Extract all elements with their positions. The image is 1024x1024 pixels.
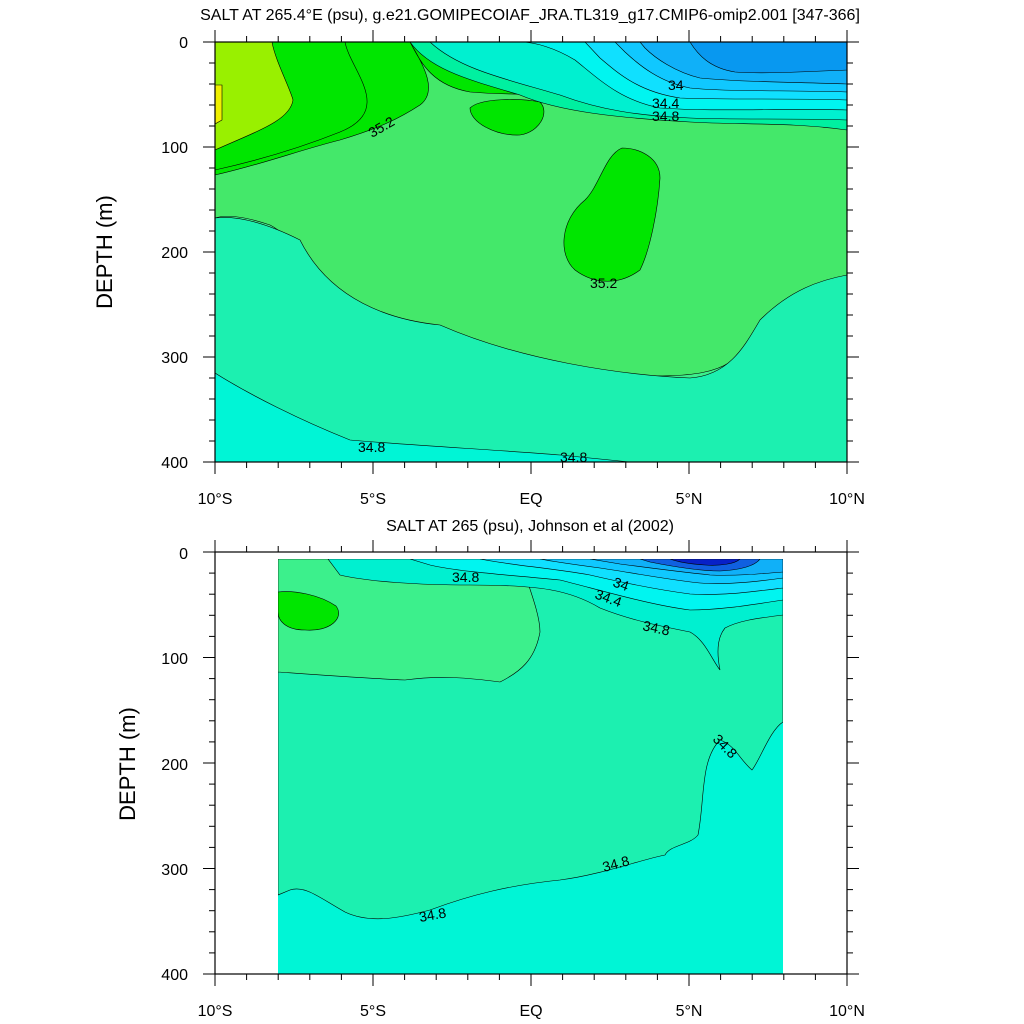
x-tick-labels: 10°S 5°S EQ 5°N 10°N [198,491,865,508]
contour-label: 34.8 [601,852,632,875]
contour-label: 34.8 [652,108,679,124]
axis-ticks [203,540,859,986]
x-tick-labels: 10°S 5°S EQ 5°N 10°N [198,1003,865,1020]
field-33.6 [669,559,741,566]
panel-observations: SALT AT 265 (psu), Johnson et al (2002) … [115,518,865,1020]
contour-label: 34.4 [652,95,679,111]
y-tick-label: 0 [179,35,188,52]
x-tick-label: 10°N [829,491,865,508]
panel-title: SALT AT 265.4°E (psu), g.e21.GOMIPECOIAF… [200,7,860,24]
contour-field [278,559,783,974]
axis-ticks [203,30,859,474]
y-tick-labels: 0 100 200 300 400 [161,546,188,984]
field-35.6 [215,84,223,125]
x-tick-label: EQ [519,491,542,508]
field-below-34.8 [215,372,631,462]
contour-label: 34.8 [452,569,479,585]
contour-field [215,42,847,462]
field-33.8 [689,42,847,74]
contour-label: 35.2 [590,275,617,291]
x-tick-label: 10°N [829,1003,865,1020]
y-tick-label: 0 [179,546,188,563]
contour-label: 34.8 [358,439,385,455]
x-tick-label: 5°S [360,1003,386,1020]
y-tick-label: 400 [161,967,188,984]
field-34.9 [278,559,541,683]
y-axis-label: DEPTH (m) [115,707,140,821]
field-35.4 [215,42,294,151]
y-tick-label: 100 [161,651,188,668]
x-tick-label: 5°N [676,1003,703,1020]
y-tick-label: 200 [161,757,188,774]
y-tick-label: 100 [161,140,188,157]
panel-model: SALT AT 265.4°E (psu), g.e21.GOMIPECOIAF… [92,7,865,508]
y-tick-label: 400 [161,455,188,472]
field-35.2-patch-1 [469,99,545,136]
field-35.0 [278,591,339,631]
y-tick-labels: 0 100 200 300 400 [161,35,188,472]
panel-title: SALT AT 265 (psu), Johnson et al (2002) [386,518,674,535]
field-34.8-34.9 [215,217,847,462]
y-axis-label: DEPTH (m) [92,195,117,309]
y-tick-label: 300 [161,862,188,879]
x-tick-label: 10°S [198,1003,233,1020]
x-tick-label: 5°S [360,491,386,508]
contour-label: 34 [668,77,684,93]
y-tick-label: 200 [161,245,188,262]
contour-label: 34.8 [641,617,671,638]
contour-label: 34 [611,574,631,594]
x-tick-label: 10°S [198,491,233,508]
contour-label: 34.8 [560,449,587,465]
y-tick-label: 300 [161,350,188,367]
x-tick-label: EQ [519,1003,542,1020]
field-35.2-patch-2 [563,147,661,282]
x-tick-label: 5°N [676,491,703,508]
contour-label: 34.8 [418,904,448,925]
